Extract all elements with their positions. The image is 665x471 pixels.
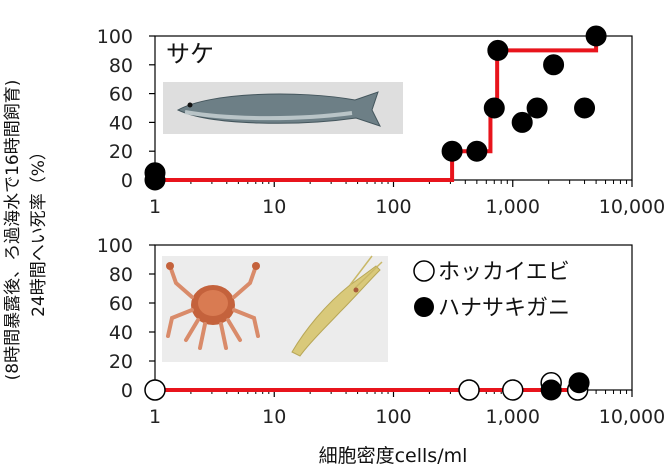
bottom-x-tick-label: 10,000 bbox=[599, 406, 665, 428]
salmon-photo bbox=[163, 82, 403, 134]
top-point-filled bbox=[466, 140, 488, 162]
bottom-point-open bbox=[458, 379, 480, 401]
bottom-x-ticks: 1 10 100 1,000 10,000 bbox=[149, 390, 665, 428]
top-annotation: サケ bbox=[166, 40, 214, 68]
legend-filled-marker bbox=[414, 297, 434, 317]
top-point-filled bbox=[585, 25, 607, 47]
top-y-tick-label: 20 bbox=[109, 141, 133, 163]
bottom-y-tick-label: 40 bbox=[109, 322, 133, 344]
bottom-y-tick-label: 60 bbox=[109, 293, 133, 315]
top-point-filled bbox=[483, 97, 505, 119]
bottom-point-filled bbox=[568, 372, 590, 394]
bottom-y-ticks: 0 20 40 60 80 100 bbox=[97, 235, 155, 402]
top-y-tick-label: 80 bbox=[109, 55, 133, 77]
legend-label-hokkaiebi: ホッカイエビ bbox=[438, 260, 570, 285]
top-point-filled bbox=[511, 111, 533, 133]
top-y-tick-label: 100 bbox=[97, 26, 133, 48]
y-axis-title-line1: 24時間へい死率（%） bbox=[29, 143, 49, 317]
shrimp-photo bbox=[291, 255, 383, 357]
top-point-filled bbox=[441, 140, 463, 162]
bottom-x-tick-label: 10 bbox=[262, 406, 286, 428]
bottom-point-filled bbox=[540, 379, 562, 401]
top-point-filled bbox=[526, 97, 548, 119]
bottom-points bbox=[144, 372, 590, 401]
bottom-y-tick-label: 20 bbox=[109, 351, 133, 373]
top-points bbox=[144, 25, 607, 191]
bottom-y-tick-label: 80 bbox=[109, 264, 133, 286]
bottom-y-tick-label: 100 bbox=[97, 235, 133, 257]
legend-open-marker bbox=[413, 260, 435, 282]
bottom-x-tick-label: 100 bbox=[375, 406, 411, 428]
top-point-filled bbox=[144, 162, 166, 184]
bottom-y-tick-label: 0 bbox=[121, 380, 133, 402]
crab-shrimp-photo bbox=[162, 255, 388, 362]
legend-label-hanasakigani: ハナサキガニ bbox=[438, 296, 570, 321]
top-panel: サケ 0 20 40 60 80 100 1 10 100 1,000 10,000 bbox=[97, 25, 665, 218]
top-point-filled bbox=[543, 54, 565, 76]
bottom-x-tick-label: 1,000 bbox=[486, 406, 540, 428]
y-axis-title: (8時間暴露後、ろ過海水で16時間飼育) 24時間へい死率（%） bbox=[3, 80, 49, 381]
top-point-filled bbox=[487, 39, 509, 61]
bottom-point-open bbox=[144, 379, 166, 401]
top-x-tick-label: 100 bbox=[375, 196, 411, 218]
top-y-tick-label: 60 bbox=[109, 84, 133, 106]
top-x-tick-label: 10,000 bbox=[599, 196, 665, 218]
top-y-tick-label: 40 bbox=[109, 112, 133, 134]
top-x-ticks: 1 10 100 1,000 10,000 bbox=[149, 180, 665, 218]
legend: ホッカイエビ ハナサキガニ bbox=[413, 260, 570, 321]
top-point-filled bbox=[574, 97, 596, 119]
top-y-ticks: 0 20 40 60 80 100 bbox=[97, 26, 155, 192]
top-y-tick-label: 0 bbox=[121, 170, 133, 192]
y-axis-title-line2: (8時間暴露後、ろ過海水で16時間飼育) bbox=[3, 80, 23, 381]
crab-photo bbox=[166, 262, 260, 350]
bottom-x-tick-label: 1 bbox=[149, 406, 161, 428]
bottom-panel: ホッカイエビ ハナサキガニ 0 20 40 60 80 100 1 10 100 1,000 10… bbox=[97, 235, 665, 428]
bottom-point-open bbox=[502, 379, 524, 401]
top-x-tick-label: 1 bbox=[149, 196, 161, 218]
top-x-tick-label: 10 bbox=[262, 196, 286, 218]
top-x-tick-label: 1,000 bbox=[486, 196, 540, 218]
x-axis-title: 細胞密度cells/ml bbox=[319, 445, 468, 467]
